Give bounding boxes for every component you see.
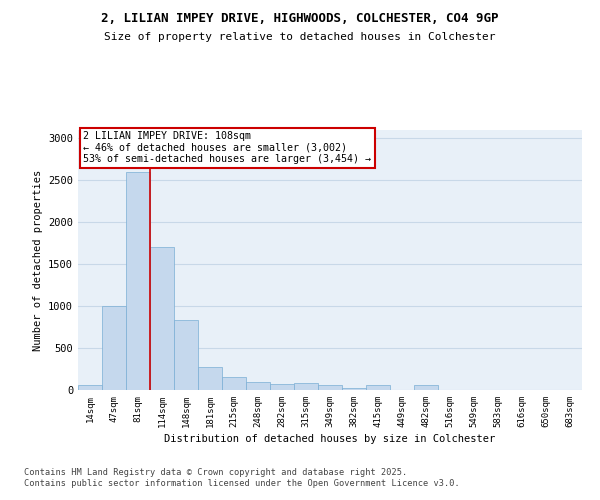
Bar xyxy=(246,382,270,390)
Bar xyxy=(294,384,318,390)
Bar xyxy=(318,384,342,390)
Bar xyxy=(126,172,150,390)
Text: 2 LILIAN IMPEY DRIVE: 108sqm
← 46% of detached houses are smaller (3,002)
53% of: 2 LILIAN IMPEY DRIVE: 108sqm ← 46% of de… xyxy=(83,132,371,164)
Bar xyxy=(342,388,366,390)
Bar xyxy=(270,384,294,390)
Bar xyxy=(222,376,246,390)
Bar xyxy=(78,385,102,390)
Text: Contains HM Land Registry data © Crown copyright and database right 2025.
Contai: Contains HM Land Registry data © Crown c… xyxy=(24,468,460,487)
Y-axis label: Number of detached properties: Number of detached properties xyxy=(32,170,43,350)
Bar xyxy=(150,248,174,390)
Text: Size of property relative to detached houses in Colchester: Size of property relative to detached ho… xyxy=(104,32,496,42)
Bar xyxy=(414,386,438,390)
X-axis label: Distribution of detached houses by size in Colchester: Distribution of detached houses by size … xyxy=(164,434,496,444)
Text: 2, LILIAN IMPEY DRIVE, HIGHWOODS, COLCHESTER, CO4 9GP: 2, LILIAN IMPEY DRIVE, HIGHWOODS, COLCHE… xyxy=(101,12,499,26)
Bar xyxy=(102,306,126,390)
Bar xyxy=(174,320,198,390)
Bar xyxy=(366,386,390,390)
Bar xyxy=(198,368,222,390)
